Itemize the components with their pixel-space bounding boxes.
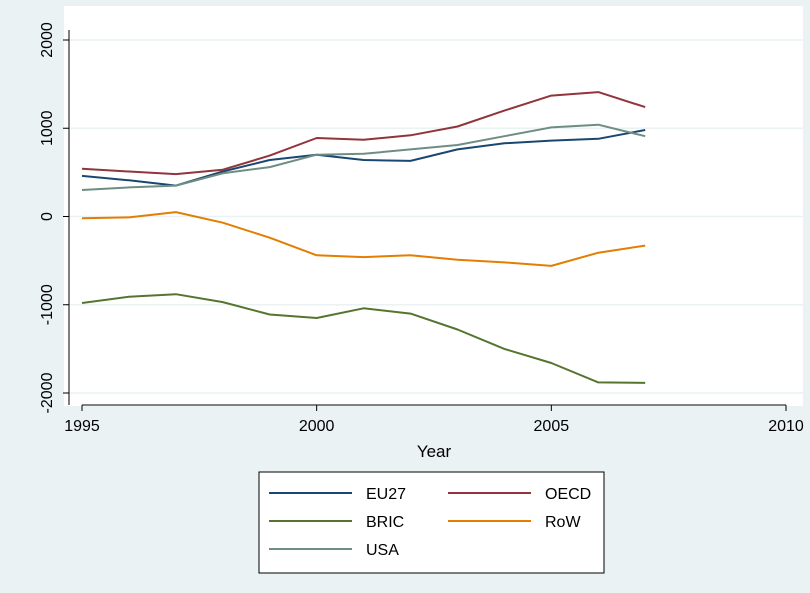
x-tick-label: 1995: [64, 418, 100, 435]
x-tick-label: 2010: [768, 418, 804, 435]
y-tick-label: -2000: [39, 372, 56, 413]
x-axis-label: Year: [417, 442, 452, 461]
grid: [66, 39, 803, 394]
series-lines: [81, 91, 646, 384]
series-line-oecd: [81, 91, 646, 176]
series-line-usa: [81, 123, 646, 191]
x-tick-label: 2005: [534, 418, 570, 435]
series-line-bric: [81, 293, 646, 384]
y-tick-label: 0: [39, 212, 56, 221]
y-tick-label: 1000: [39, 110, 56, 146]
legend-box: [258, 471, 605, 574]
series-line-row: [81, 211, 646, 267]
legend-label-eu27: EU27: [366, 486, 406, 503]
y-tick-label: 2000: [39, 22, 56, 58]
legend-label-oecd: OECD: [545, 486, 591, 503]
legend: EU27 OECD BRIC RoW USA: [258, 471, 605, 574]
legend-label-bric: BRIC: [366, 514, 404, 531]
axes: -2000 -1000 0 1000 2000 1995 2000 2005 2010: [39, 22, 804, 435]
legend-label-row: RoW: [545, 514, 581, 531]
legend-label-usa: USA: [366, 542, 399, 559]
x-tick-label: 2000: [299, 418, 335, 435]
plot-area: [64, 6, 803, 406]
y-tick-label: -1000: [39, 284, 56, 325]
